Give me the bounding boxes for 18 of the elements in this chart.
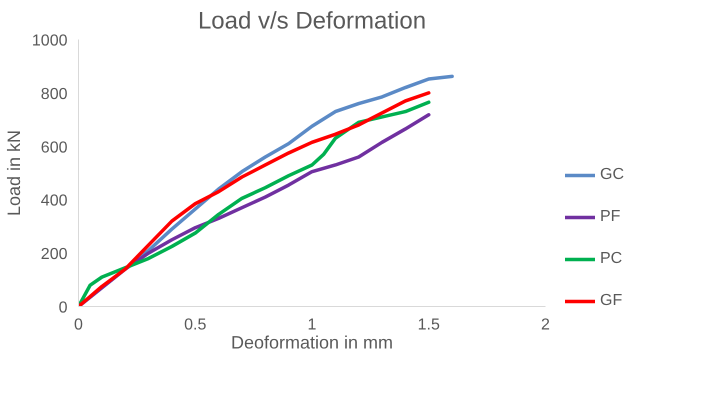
x-tick-label: 2 [541,316,550,334]
y-axis-title: Load in kN [4,130,24,216]
y-tick-label: 0 [58,300,68,316]
y-tick-label: 200 [40,246,68,264]
legend-label: PC [600,250,622,268]
y-tick-label: 800 [40,86,68,103]
y-tick-label: 1000 [32,32,68,50]
chart-title: Load v/s Deformation [198,8,426,34]
legend-label: PF [600,208,620,226]
x-axis-title: Deoformation in mm [230,332,394,352]
x-tick-label: 1.5 [418,316,440,334]
x-tick-label: 0 [74,316,84,334]
x-tick-label: 1 [308,316,317,334]
y-tick-label: 600 [40,139,68,156]
y-tick-label: 400 [40,192,68,210]
legend-label: GF [600,292,622,310]
x-tick-label: 0.5 [184,316,206,334]
legend-label: GC [600,166,624,184]
